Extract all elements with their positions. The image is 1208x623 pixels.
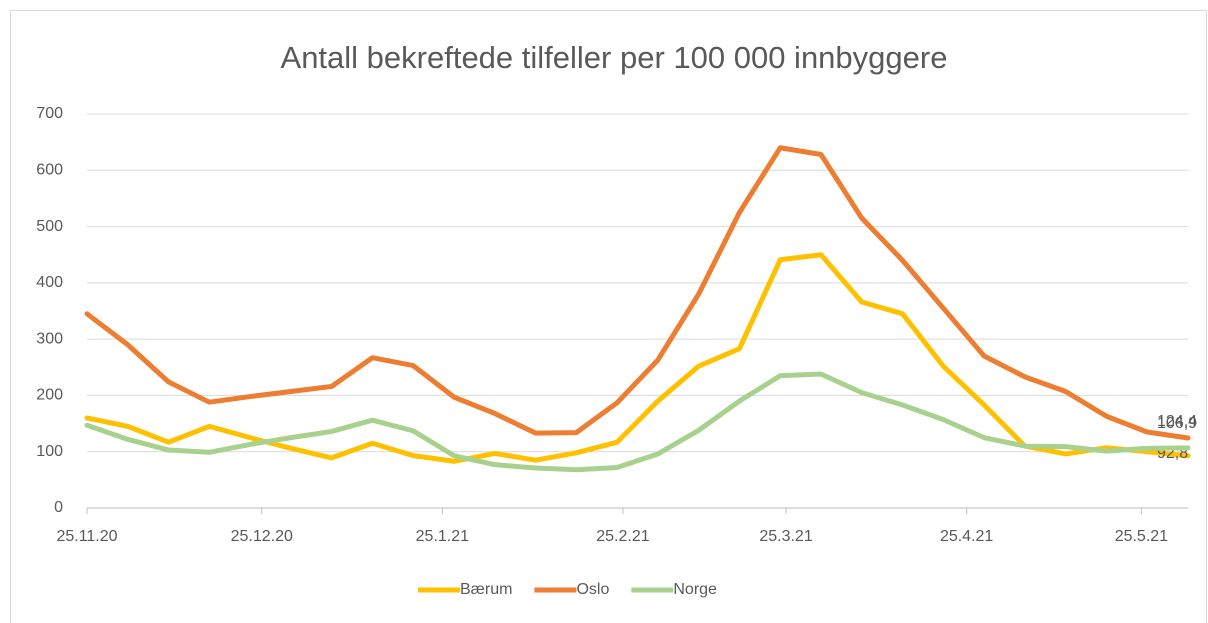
y-tick-label: 500 <box>36 218 63 235</box>
x-tick-label: 25.4.21 <box>940 528 993 545</box>
y-tick-label: 600 <box>36 162 63 179</box>
series-line <box>84 371 1191 473</box>
y-tick-label: 0 <box>54 499 63 516</box>
x-tick-label: 25.3.21 <box>759 528 812 545</box>
y-tick-label: 400 <box>36 274 63 291</box>
legend-label: Bærum <box>460 581 512 598</box>
legend-label: Oslo <box>576 581 609 598</box>
data-label: 124,4 <box>1157 413 1197 430</box>
x-tick-label: 25.5.21 <box>1115 528 1168 545</box>
y-tick-label: 700 <box>36 105 63 122</box>
y-tick-label: 100 <box>36 443 63 460</box>
chart-frame <box>10 10 1207 623</box>
series-line <box>84 145 1191 441</box>
x-tick-label: 25.1.21 <box>416 528 469 545</box>
y-tick-label: 300 <box>36 330 63 347</box>
legend-label: Norge <box>673 581 717 598</box>
x-tick-label: 25.2.21 <box>596 528 649 545</box>
x-tick-label: 25.12.20 <box>231 528 293 545</box>
data-label: 106,9 <box>1157 415 1197 432</box>
chart-title: Antall bekreftede tilfeller per 100 000 … <box>281 40 948 75</box>
y-tick-label: 200 <box>36 387 63 404</box>
x-tick-label: 25.11.20 <box>56 528 117 545</box>
